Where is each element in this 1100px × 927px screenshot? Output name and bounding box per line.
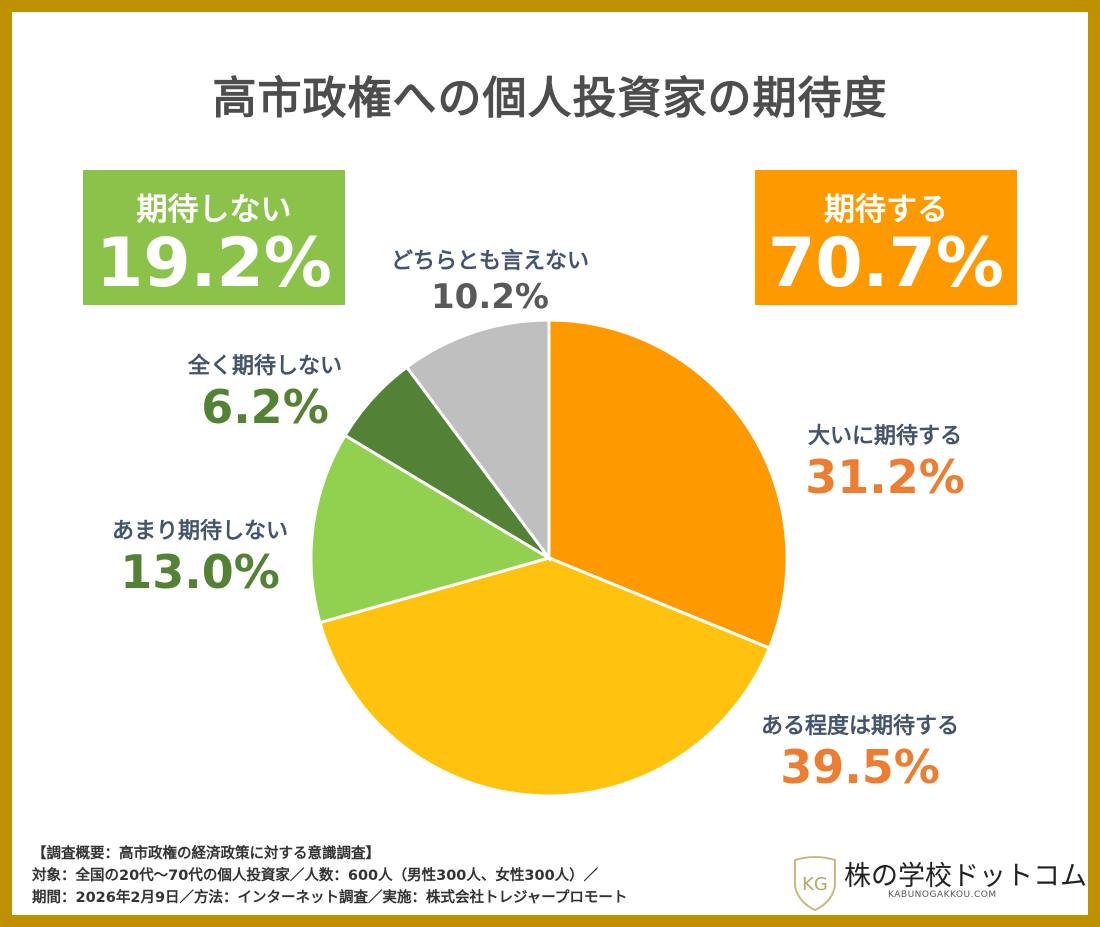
summary-positive-label: 期待する (824, 192, 948, 228)
summary-negative-label: 期待しない (136, 192, 292, 228)
pie-slice-0 (547, 318, 789, 650)
slice-percent: 10.2% (431, 277, 549, 317)
slice-label-4: どちらとも言えない 10.2% (360, 243, 620, 319)
slice-label-0: 大いに期待する 31.2% (770, 418, 1000, 504)
footnote-line: 対象：全国の20代〜70代の個人投資家／人数：600人（男性300人、女性300… (32, 868, 599, 884)
svg-text:KG: KG (802, 874, 828, 895)
chart-title: 高市政権への個人投資家の期待度 (212, 73, 888, 124)
footnote-line: 期間：2026年2月9日／方法：インターネット調査／実施：株式会社トレジャープロ… (32, 890, 628, 906)
slice-name: あまり期待しない (111, 519, 288, 544)
brand-logo: KG 株の学校ドットコム KABUNOGAKKOU.COM (792, 852, 1087, 916)
shield-logo-icon: KG (794, 856, 836, 912)
slice-percent: 39.5% (780, 740, 940, 794)
slice-name: 全く期待しない (187, 354, 342, 379)
pie-slice-1 (318, 556, 772, 798)
slice-label-2: あまり期待しない 13.0% (80, 513, 320, 599)
survey-footnote: 【調査概要：高市政権の経済政策に対する意識調査】 対象：全国の20代〜70代の個… (32, 843, 627, 909)
summary-positive-value: 70.7% (768, 224, 1004, 303)
slice-percent: 6.2% (201, 380, 329, 434)
slice-name: どちらとも言えない (390, 249, 589, 274)
brand-name: 株の学校ドットコム (844, 861, 1087, 892)
pie-slice-2 (309, 433, 553, 625)
slice-name: ある程度は期待する (760, 714, 959, 739)
brand-url: KABUNOGAKKOU.COM (888, 890, 997, 900)
slice-name: 大いに期待する (807, 424, 962, 449)
summary-negative-box: 期待しない 19.2% (83, 170, 345, 305)
summary-positive-box: 期待する 70.7% (755, 170, 1017, 305)
pie-slice-4 (404, 318, 551, 563)
slice-label-3: 全く期待しない 6.2% (150, 348, 380, 434)
slice-percent: 31.2% (805, 450, 965, 504)
slice-label-1: ある程度は期待する 39.5% (730, 708, 990, 794)
footnote-line: 【調査概要：高市政権の経済政策に対する意識調査】 (32, 846, 380, 862)
slice-percent: 13.0% (120, 545, 280, 599)
summary-negative-value: 19.2% (96, 224, 332, 303)
